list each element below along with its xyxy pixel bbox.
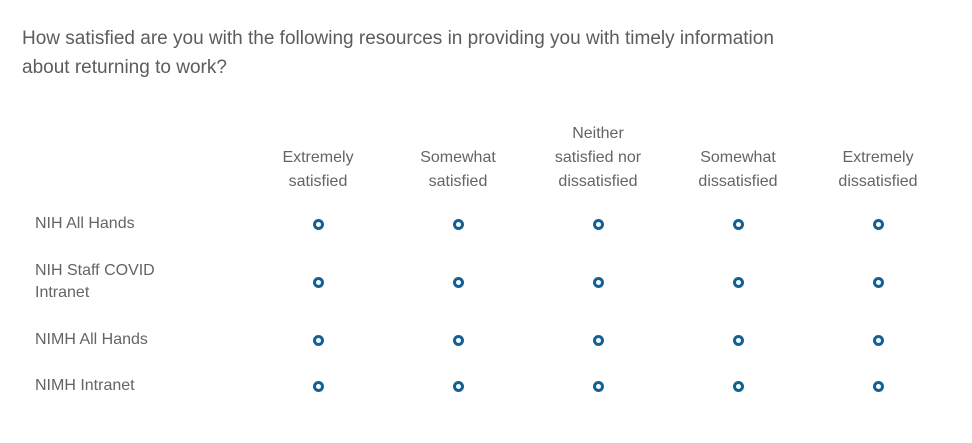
- radio-nimh-intranet-somewhat-satisfied[interactable]: [388, 363, 528, 409]
- likert-matrix: Extremely satisfied Somewhat satisfied N…: [22, 122, 948, 409]
- radio-nimh-all-hands-neither[interactable]: [528, 317, 668, 363]
- radio-nih-staff-covid-intranet-extremely-dissatisfied[interactable]: [808, 247, 948, 317]
- radio-nih-all-hands-neither[interactable]: [528, 201, 668, 247]
- radio-nimh-intranet-extremely-dissatisfied[interactable]: [808, 363, 948, 409]
- table-row: NIH Staff COVID Intranet: [22, 247, 948, 317]
- radio-icon: [872, 380, 884, 392]
- radio-icon: [872, 276, 884, 288]
- matrix-header-row: Extremely satisfied Somewhat satisfied N…: [22, 122, 948, 194]
- table-row: NIH All Hands: [22, 201, 948, 247]
- column-header-extremely-satisfied: Extremely satisfied: [282, 149, 354, 190]
- radio-icon: [732, 218, 744, 230]
- radio-nih-staff-covid-intranet-somewhat-dissatisfied[interactable]: [668, 247, 808, 317]
- radio-icon: [452, 276, 464, 288]
- radio-icon: [312, 380, 324, 392]
- radio-icon: [732, 334, 744, 346]
- radio-nimh-all-hands-somewhat-dissatisfied[interactable]: [668, 317, 808, 363]
- column-header-somewhat-dissatisfied: Somewhat dissatisfied: [698, 149, 778, 190]
- radio-nih-all-hands-somewhat-satisfied[interactable]: [388, 201, 528, 247]
- radio-nimh-intranet-extremely-satisfied[interactable]: [248, 363, 388, 409]
- radio-nih-all-hands-extremely-dissatisfied[interactable]: [808, 201, 948, 247]
- table-row: NIMH All Hands: [22, 317, 948, 363]
- radio-nih-staff-covid-intranet-extremely-satisfied[interactable]: [248, 247, 388, 317]
- radio-nimh-intranet-neither[interactable]: [528, 363, 668, 409]
- radio-icon: [872, 218, 884, 230]
- radio-icon: [732, 380, 744, 392]
- column-header-somewhat-satisfied: Somewhat satisfied: [420, 149, 496, 190]
- radio-icon: [872, 334, 884, 346]
- survey-question-block: How satisfied are you with the following…: [22, 28, 948, 409]
- table-row: NIMH Intranet: [22, 363, 948, 409]
- radio-icon: [592, 218, 604, 230]
- column-header-extremely-dissatisfied: Extremely dissatisfied: [838, 149, 918, 190]
- row-label-nimh-all-hands: NIMH All Hands: [35, 331, 148, 348]
- radio-icon: [452, 380, 464, 392]
- radio-icon: [732, 276, 744, 288]
- radio-icon: [592, 334, 604, 346]
- radio-nih-staff-covid-intranet-somewhat-satisfied[interactable]: [388, 247, 528, 317]
- radio-icon: [312, 334, 324, 346]
- radio-nih-staff-covid-intranet-neither[interactable]: [528, 247, 668, 317]
- row-label-nih-all-hands: NIH All Hands: [35, 215, 135, 232]
- question-text: How satisfied are you with the following…: [22, 28, 774, 78]
- radio-icon: [452, 218, 464, 230]
- radio-icon: [312, 218, 324, 230]
- radio-nih-all-hands-somewhat-dissatisfied[interactable]: [668, 201, 808, 247]
- column-header-neither: Neither satisfied nor dissatisfied: [554, 125, 642, 190]
- radio-nimh-all-hands-somewhat-satisfied[interactable]: [388, 317, 528, 363]
- radio-icon: [312, 276, 324, 288]
- radio-nimh-all-hands-extremely-satisfied[interactable]: [248, 317, 388, 363]
- radio-icon: [452, 334, 464, 346]
- radio-nih-all-hands-extremely-satisfied[interactable]: [248, 201, 388, 247]
- matrix-rows: NIH All Hands NIH Staff COVID Intranet N…: [22, 201, 948, 409]
- row-label-nimh-intranet: NIMH Intranet: [35, 377, 135, 394]
- radio-icon: [592, 380, 604, 392]
- radio-icon: [592, 276, 604, 288]
- radio-nimh-intranet-somewhat-dissatisfied[interactable]: [668, 363, 808, 409]
- radio-nimh-all-hands-extremely-dissatisfied[interactable]: [808, 317, 948, 363]
- row-label-nih-staff-covid-intranet: NIH Staff COVID Intranet: [35, 262, 155, 301]
